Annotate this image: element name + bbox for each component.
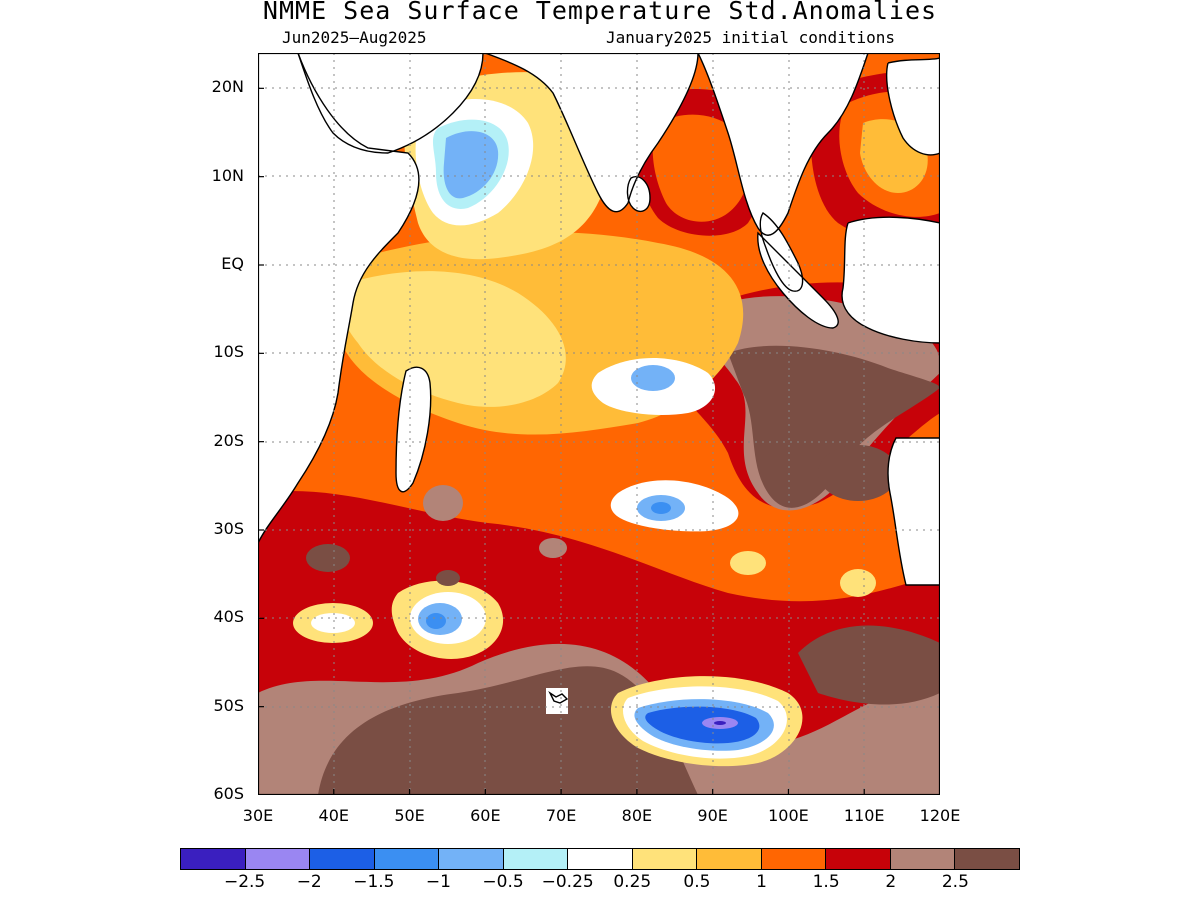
- tick-marks: [258, 87, 940, 795]
- central-yellow: [339, 271, 566, 407]
- lat-label: 20S: [213, 430, 244, 450]
- indochina-land: [698, 53, 868, 236]
- lon-label: 120E: [919, 806, 961, 825]
- lat-label: 10S: [213, 342, 244, 362]
- arabian-sea-cold-core: [443, 131, 499, 199]
- brown-patch-5: [818, 445, 898, 501]
- colorbar-label: 1: [756, 872, 767, 892]
- lon-label: 60E: [470, 806, 501, 825]
- map-frame: [258, 53, 940, 795]
- white-patch-1: [311, 613, 355, 633]
- south-dark-brown: [318, 666, 698, 795]
- colorbar-swatch: [955, 849, 1019, 869]
- colorbar-swatch: [310, 849, 375, 869]
- lat-label: 40S: [213, 607, 244, 627]
- australia-land: [888, 438, 940, 585]
- forecast-period: Jun2025–Aug2025: [282, 28, 427, 47]
- colorbar-label: −0.5: [482, 872, 524, 892]
- initial-conditions: January2025 initial conditions: [606, 28, 895, 47]
- lon-label: 40E: [318, 806, 349, 825]
- arabia-land: [298, 53, 483, 153]
- eastern-warm-core: [728, 345, 940, 508]
- lon-label: 110E: [843, 806, 885, 825]
- colorbar-swatch: [890, 849, 956, 869]
- colorbar-swatch: [374, 849, 440, 869]
- colorbar-swatch: [632, 849, 698, 869]
- brown-patch-4: [436, 570, 460, 586]
- lat-label: EQ: [221, 254, 244, 273]
- borneo-java-land: [842, 217, 940, 343]
- lon-label: 70E: [545, 806, 577, 825]
- bay-of-bengal-orange: [652, 114, 751, 222]
- colorbar-label: −0.25: [541, 872, 594, 892]
- sumatra-land: [757, 233, 839, 328]
- colorbar-swatch: [826, 849, 891, 869]
- colorbar-swatch: [761, 849, 827, 869]
- sst-anomaly-map: [258, 53, 940, 795]
- colorbar-label: 2.5: [941, 872, 969, 892]
- madagascar-land: [396, 367, 431, 492]
- southern-cold-center: [714, 721, 726, 725]
- colorbar-swatch: [503, 849, 569, 869]
- lon-label: 90E: [697, 806, 728, 825]
- colorbar-swatch: [245, 849, 311, 869]
- colorbar-swatch: [568, 849, 633, 869]
- colorbar-label: −2.5: [223, 872, 266, 892]
- colorbar-label: 0.5: [683, 872, 711, 892]
- lat-label: 30S: [213, 519, 244, 538]
- india-land: [485, 53, 698, 212]
- lon-label: 100E: [768, 806, 809, 825]
- colorbar-label: 1.5: [812, 872, 840, 892]
- lat-label: 60S: [213, 784, 244, 803]
- map-title: NMME Sea Surface Temperature Std.Anomali…: [262, 0, 938, 25]
- lat-label: 50S: [213, 695, 244, 715]
- coastlines: [258, 53, 940, 704]
- colorbar: [180, 848, 1020, 870]
- brown-patch-3: [539, 538, 567, 558]
- colorbar-swatch: [697, 849, 762, 869]
- lat-label: 20N: [211, 77, 244, 97]
- brown-patch-1: [306, 544, 350, 572]
- central-cold-patch: [631, 365, 675, 391]
- cold-patch-41s-core: [426, 613, 446, 629]
- lat-label: 10N: [211, 165, 244, 185]
- colorbar-label: 2: [885, 872, 897, 892]
- colorbar-swatch: [181, 849, 246, 869]
- lon-label: 80E: [621, 806, 653, 825]
- yellow-patch-1: [840, 569, 876, 597]
- grid-lines: [258, 53, 940, 795]
- colorbar-label: −1: [425, 872, 451, 892]
- lon-label: 50E: [394, 806, 425, 825]
- cold-patch-27s-core: [651, 502, 671, 514]
- colorbar-swatch: [439, 849, 504, 869]
- southern-cold-mid: [645, 706, 760, 744]
- brown-patch-2: [423, 485, 463, 521]
- colorbar-label: −1.5: [353, 872, 395, 892]
- southeast-dark-brown: [798, 625, 940, 705]
- yellow-patch-2: [730, 551, 766, 575]
- lon-label: 30E: [242, 806, 274, 825]
- colorbar-label: −2: [296, 872, 322, 892]
- colorbar-label: 0.25: [613, 872, 652, 892]
